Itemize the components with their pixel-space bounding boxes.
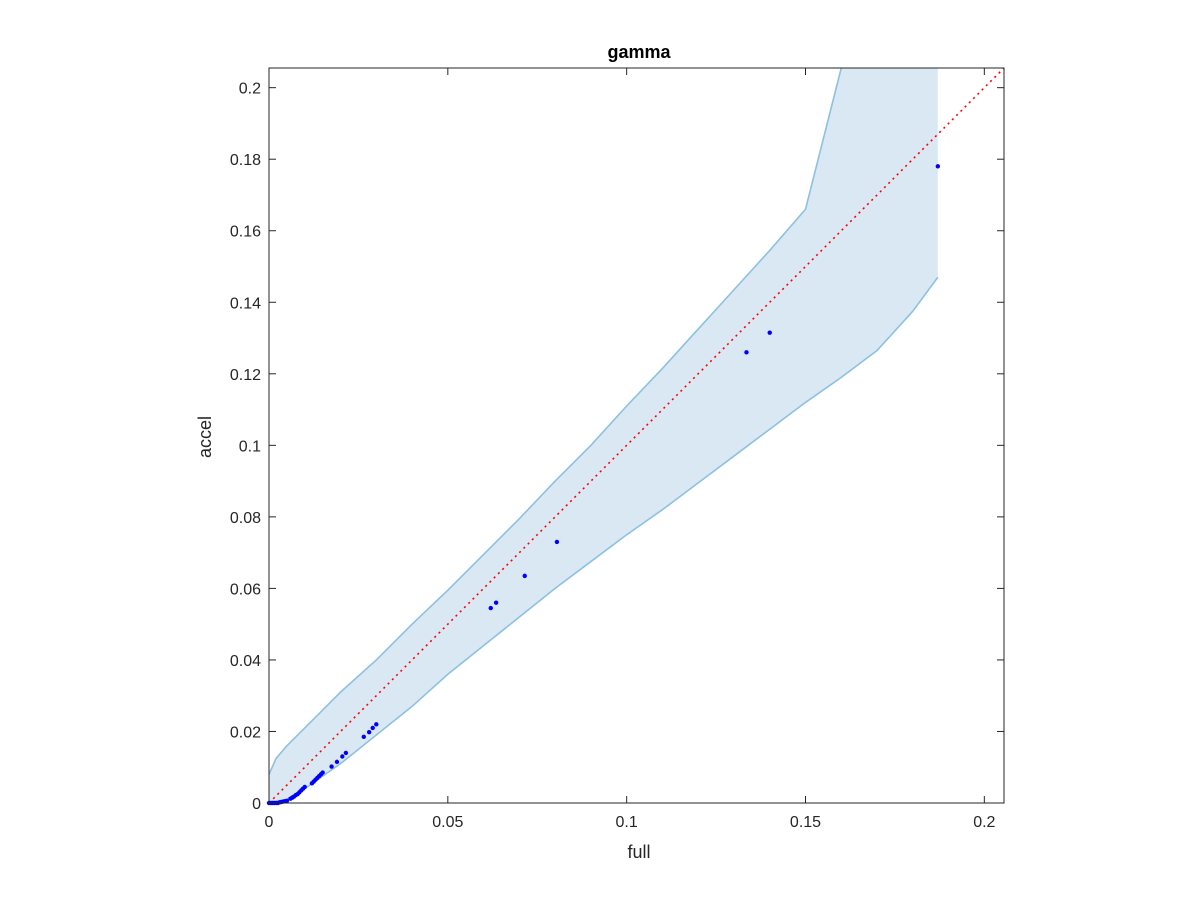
- y-tick-label: 0.02: [230, 724, 261, 741]
- x-tick-label: 0.05: [432, 814, 463, 831]
- y-tick-label: 0.06: [230, 581, 261, 598]
- y-tick-label: 0.04: [230, 653, 261, 670]
- data-point: [366, 729, 372, 735]
- data-point: [320, 770, 325, 775]
- band-fill: [269, 68, 938, 803]
- data-point: [744, 350, 749, 355]
- axes: [268, 67, 1005, 804]
- y-tick-label: 0.12: [230, 367, 261, 384]
- y-tick-label: 0.14: [230, 295, 261, 312]
- y-tick-label: 0.18: [230, 152, 261, 169]
- y-axis-label: accel: [195, 416, 215, 458]
- band-lower-edge: [268, 276, 939, 804]
- y-tick-label: 0.16: [230, 224, 261, 241]
- confidence-band: [268, 67, 939, 804]
- data-point: [767, 330, 772, 335]
- y-tick-label: 0.08: [230, 510, 261, 527]
- x-tick-label: 0.1: [616, 814, 638, 831]
- data-point: [302, 784, 307, 790]
- ticks: 0 0.05 0.1 0.15 0.2 0 0.02 0.04 0.06 0.08 0.1 0.12 0…: [230, 68, 1004, 831]
- data-point: [374, 722, 379, 727]
- y-tick-label: 0.2: [239, 81, 261, 98]
- data-point: [334, 759, 340, 765]
- data-point: [343, 750, 349, 756]
- x-axis-label: full: [627, 842, 650, 862]
- plot-area-border: [268, 67, 1005, 804]
- data-point: [935, 164, 941, 169]
- data-point: [493, 600, 499, 605]
- x-tick-label: 0: [265, 814, 274, 831]
- x-tick-label: 0.2: [973, 814, 995, 831]
- data-point: [522, 573, 527, 579]
- y-tick-label: 0: [252, 796, 261, 813]
- data-point: [284, 798, 290, 804]
- y-tick-label: 0.1: [239, 438, 261, 455]
- chart-title: gamma: [607, 42, 671, 62]
- data-point: [329, 764, 334, 769]
- data-point: [554, 539, 560, 545]
- x-tick-label: 0.15: [790, 814, 821, 831]
- data-point: [370, 725, 375, 731]
- data-points: [266, 164, 941, 806]
- band-upper-edge: [268, 67, 843, 775]
- data-point: [488, 605, 493, 611]
- data-point: [340, 754, 345, 759]
- data-point: [361, 734, 366, 740]
